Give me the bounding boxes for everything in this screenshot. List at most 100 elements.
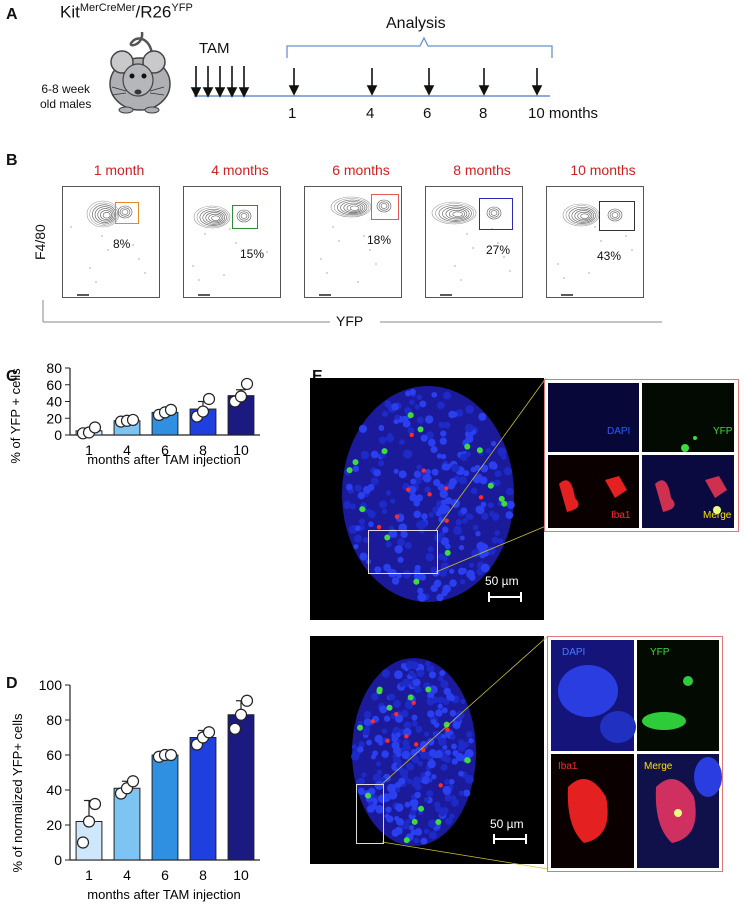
bar [189, 737, 217, 861]
nucleus [362, 728, 370, 736]
analysis-arrows [288, 68, 543, 96]
event-dot [198, 279, 200, 281]
nucleus [395, 751, 402, 758]
nucleus [358, 424, 368, 433]
nucleus [449, 734, 456, 740]
nucleus [350, 503, 356, 510]
label-bottom-merge: Merge [644, 761, 673, 772]
nucleus [442, 584, 451, 594]
nucleus [475, 505, 484, 514]
contour-line [445, 208, 468, 220]
nucleus [401, 750, 410, 760]
nucleus [487, 502, 494, 509]
nucleus [402, 739, 410, 747]
nucleus [448, 813, 455, 820]
nucleus [405, 390, 412, 397]
nucleus [386, 815, 394, 823]
nucleus [358, 518, 365, 525]
contour-line [435, 203, 475, 224]
nucleus [395, 803, 404, 812]
nucleus [374, 781, 384, 790]
nucleus [415, 494, 424, 502]
gate-contour-line [240, 213, 248, 219]
nucleus [419, 400, 427, 408]
event-dot [503, 256, 505, 258]
nucleus [387, 783, 396, 793]
nucleus [427, 546, 434, 553]
iba1-cell [394, 712, 399, 717]
nucleus [411, 714, 418, 721]
label-top-iba1: Iba1 [611, 510, 631, 521]
nucleus [428, 671, 437, 679]
yfp-cell [407, 694, 414, 701]
yfp-cell [357, 724, 364, 731]
nucleus [497, 538, 504, 544]
nucleus [413, 499, 421, 507]
nucleus [490, 441, 497, 447]
x-tick-label: 6 [161, 867, 169, 883]
nucleus [357, 787, 366, 795]
gate-percent-4: 15% [240, 247, 265, 261]
nucleus [505, 487, 514, 496]
y-tick-label: 80 [46, 712, 62, 728]
nucleus [403, 449, 413, 459]
nucleus [365, 508, 372, 515]
yfp-cell [386, 704, 393, 711]
flow-plot-1-month: 8% [62, 186, 160, 298]
x-tick-label: 8 [199, 442, 207, 458]
contour-line [102, 212, 111, 219]
yfp-cell [413, 578, 420, 585]
nucleus [351, 744, 357, 750]
contour-line [89, 202, 118, 226]
nucleus [419, 750, 429, 760]
iba1-cell [445, 727, 450, 732]
analysis-label: Analysis [386, 15, 446, 32]
nucleus [410, 478, 417, 485]
event-dot [132, 244, 134, 246]
yfp-cell [443, 721, 450, 728]
event-dot [625, 235, 627, 237]
contour-line [92, 204, 117, 225]
event-dot [460, 279, 462, 281]
contour-line [571, 208, 595, 223]
nucleus [374, 566, 382, 574]
scale-bar-bottom [493, 834, 527, 844]
flow-xaxis-line [42, 300, 662, 323]
panel-c-letter: C [6, 368, 18, 385]
gate-contour-line [609, 210, 621, 220]
iba1-cell [414, 742, 419, 747]
nucleus [444, 794, 453, 802]
nucleus [413, 470, 422, 478]
nucleus [430, 719, 437, 725]
nucleus [505, 511, 514, 520]
nucleus [434, 801, 441, 808]
contour-line [202, 210, 226, 225]
nucleus [458, 770, 464, 777]
contour-line [349, 205, 360, 211]
label-top-yfp: YFP [713, 426, 733, 437]
nucleus [479, 476, 488, 485]
nucleus [444, 730, 452, 737]
nucleus [410, 809, 416, 816]
scale-bar-top [488, 592, 522, 602]
nucleus [449, 568, 455, 574]
nucleus [494, 470, 502, 478]
contour-line [211, 215, 220, 221]
scale-bar-top-label: 50 µm [485, 574, 519, 588]
nucleus [408, 824, 415, 831]
nucleus [437, 703, 443, 709]
contour-line [205, 212, 224, 224]
event-dot [326, 272, 328, 274]
flow-title-10-months: 10 months [570, 162, 636, 178]
nucleus [357, 777, 365, 786]
nucleus [427, 710, 435, 718]
nucleus [375, 761, 382, 767]
nucleus [370, 692, 379, 701]
nucleus [394, 545, 403, 554]
nucleus [419, 520, 428, 528]
nucleus [385, 490, 392, 496]
nucleus [390, 498, 396, 504]
nucleus [448, 695, 455, 702]
panel-d-letter: D [6, 675, 18, 692]
nucleus [351, 752, 360, 761]
